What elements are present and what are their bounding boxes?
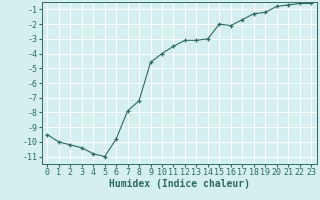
X-axis label: Humidex (Indice chaleur): Humidex (Indice chaleur)	[109, 179, 250, 189]
